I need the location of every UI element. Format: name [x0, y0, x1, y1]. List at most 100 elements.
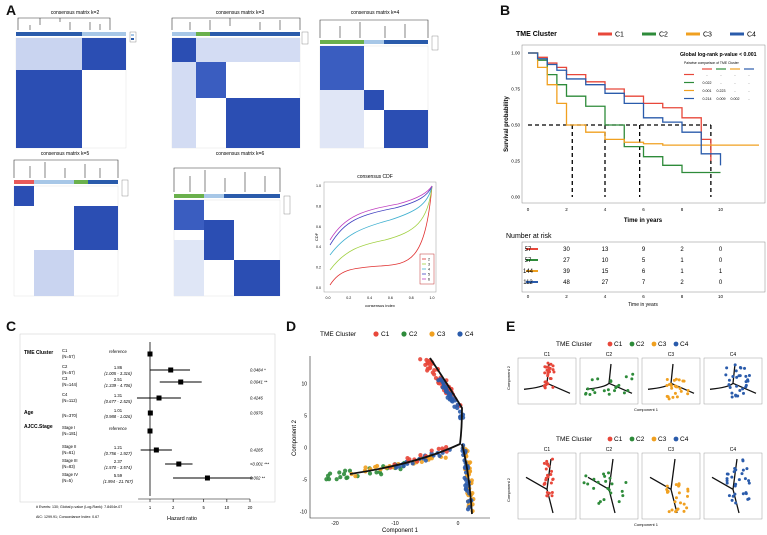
forest-point: [147, 410, 153, 416]
e-legend-dot-C4-0: [673, 341, 679, 347]
e-ylabel-1: Component 2: [506, 365, 511, 390]
e-point-C4: [730, 395, 734, 399]
pairwise-cell: -: [748, 97, 750, 101]
forest-row-label: Stage II: [62, 444, 76, 449]
risk-xtick: 6: [642, 294, 645, 299]
e-legend-label-C3-0: C3: [658, 341, 667, 348]
e-point-C2: [606, 487, 610, 491]
e-point-C2: [604, 479, 608, 483]
forest-point: [168, 367, 174, 373]
cdf-ytick: 0.8: [316, 204, 321, 208]
e-point-C4: [743, 366, 747, 370]
traj-legend-dot-C3: [429, 331, 435, 337]
forest-row-n: (N=57): [62, 354, 76, 359]
km-xtick: 4: [604, 207, 607, 212]
e-point-C3: [670, 386, 674, 390]
cdf-legend-label: 3: [428, 263, 430, 267]
risk-cell: 1: [719, 269, 723, 275]
km-xtick: 2: [565, 207, 568, 212]
e-point-C1: [549, 362, 553, 366]
e-point-C1: [545, 368, 549, 372]
e-point-C1: [551, 477, 555, 481]
risk-cell: 9: [642, 247, 646, 253]
e-point-C3: [675, 508, 679, 512]
km-curve-C4: [528, 52, 722, 166]
e-point-C2: [582, 481, 586, 485]
traj-point-C2: [345, 475, 350, 480]
e-legend-label-C2-0: C2: [636, 341, 645, 348]
cdf-legend-label: 5: [428, 273, 430, 277]
e-point-C4: [732, 470, 736, 474]
e-point-C4: [745, 467, 749, 471]
e-facet-title-C2-0: C2: [606, 352, 613, 358]
e-point-C4: [731, 374, 735, 378]
e-point-C1: [550, 469, 554, 473]
e-point-C4: [747, 481, 751, 485]
e-point-C3: [673, 391, 677, 395]
cdf-xtick: 1.0: [430, 296, 435, 300]
panel-label-a: A: [6, 2, 17, 18]
cdf-xtick: 0.2: [346, 296, 351, 300]
traj-legend-dot-C1: [373, 331, 379, 337]
forest-row-hr: 1.01: [114, 408, 123, 413]
traj-point-C4: [464, 481, 469, 486]
traj-ytick: 0: [304, 446, 307, 452]
e-point-C4: [743, 477, 747, 481]
e-point-C4: [733, 492, 737, 496]
cdf-curve-k2: [329, 185, 433, 286]
forest-point: [178, 379, 184, 385]
e-point-C3: [686, 392, 690, 396]
e-point-C2: [609, 379, 613, 383]
traj-point-C2: [379, 472, 384, 477]
forest-point: [176, 461, 182, 467]
e-point-C3: [665, 378, 669, 382]
forest-row-p: 0.0484 *: [250, 368, 266, 373]
cdf-xtick: 0.4: [367, 296, 372, 300]
forest-row-ci: (0.677 - 2.525): [104, 399, 132, 404]
panel-c-forest: TME Cluster Age AJCC.Stage C1(N=57)refer…: [19, 333, 276, 522]
km-legend-label-C3: C3: [703, 32, 712, 39]
risk-cell: 7: [642, 280, 646, 286]
e-point-C4: [744, 374, 748, 378]
e-legend-label-C1-0: C1: [614, 341, 623, 348]
e-point-C1: [544, 380, 548, 384]
e-point-C3: [679, 389, 683, 393]
e-point-C3: [665, 383, 669, 387]
risk-cell: 13: [602, 247, 609, 253]
pairwise-cell: -: [734, 81, 736, 85]
traj-point-C2: [334, 477, 339, 482]
e-point-C4: [741, 468, 745, 472]
matrix-title-k6: consensus matrix k=6: [216, 151, 265, 157]
matrix-title-k5: consensus matrix k=5: [41, 151, 90, 157]
forest-point: [147, 351, 153, 357]
traj-point-C4: [467, 504, 472, 510]
forest-tick-label: 1: [149, 505, 152, 510]
forest-row-hr: reference: [109, 349, 127, 354]
panel-b-survival: TME Cluster C1 C2 C3 C4 Survival probabilit…: [504, 31, 766, 308]
forest-tick-label: 5: [203, 505, 206, 510]
risk-cell: 112: [523, 280, 533, 286]
forest-row-label: C2: [62, 364, 68, 369]
km-legend-label-C2: C2: [659, 32, 668, 39]
cdf-ytick: 0.4: [316, 245, 321, 249]
e-point-C4: [744, 492, 748, 496]
e-point-C3: [665, 490, 669, 494]
risk-cell: 30: [563, 247, 570, 253]
traj-point-C4: [448, 392, 453, 398]
pairwise-cell: 0.214: [703, 97, 712, 101]
e-point-C1: [543, 371, 547, 375]
km-legend-label-C1: C1: [615, 32, 624, 39]
e-point-C3: [674, 483, 678, 487]
forest-row-label: Stage I: [62, 425, 75, 430]
forest-row-p: 0.0976: [250, 411, 263, 416]
e-point-C2: [584, 392, 588, 396]
e-point-C4: [735, 384, 739, 388]
e-point-C1: [551, 457, 555, 461]
pairwise-cell: 0.223: [717, 89, 726, 93]
cdf-ytick: 0.2: [316, 266, 321, 270]
traj-ylabel: Component 2: [292, 419, 298, 456]
risk-cell: 0: [719, 258, 723, 264]
e-point-C1: [545, 494, 549, 498]
e-point-C2: [631, 372, 635, 376]
forest-group-tme: TME Cluster: [24, 350, 53, 356]
